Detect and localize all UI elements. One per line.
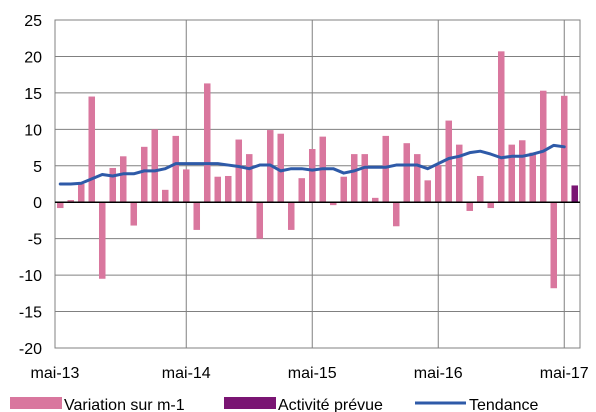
y-tick-label: 25 [24,13,42,30]
bar-variation [130,202,138,226]
bar-variation [560,95,568,203]
bar-variation [77,184,85,203]
bar-variation [182,169,190,203]
bar-variation [455,144,463,203]
bar-variation [203,83,211,203]
bar-variation [67,200,75,203]
y-tick-label: -20 [19,341,42,358]
bar-variation [98,202,106,279]
bar-variation [109,167,117,203]
bar-variation [151,129,159,203]
bar-variation [371,197,379,203]
x-tick-label: mai-14 [162,365,211,382]
bar-variation [287,202,295,230]
bar-variation [476,175,484,203]
y-tick-label: 10 [24,122,42,139]
bar-variation [497,51,505,203]
legend-label-activite: Activité prévue [278,397,383,412]
legend-swatch-activite [224,397,276,409]
trend-line-series [58,143,566,186]
bar-variation [161,189,169,203]
y-tick-label: 20 [24,49,42,66]
bar-variation [403,143,411,203]
bar-variation [245,154,253,203]
bar-variation [140,146,148,203]
y-tick-label: 15 [24,86,42,103]
bar-variation [235,139,243,203]
bar-variation [224,175,232,203]
bar-variation [508,144,516,203]
bar-variation [277,133,285,203]
bar-variation [434,165,442,203]
bar-variation [329,202,337,206]
axes [54,19,581,349]
x-tick-label: mai-17 [540,365,589,382]
bar-variation [298,178,306,203]
bar-variation [382,135,390,203]
x-tick-label: mai-16 [414,365,463,382]
bar-variation [193,202,201,230]
y-axis-tick-labels: 25 20 15 10 5 0 -5 -10 -15 -20 [19,13,42,358]
y-tick-label: 0 [33,195,42,212]
legend: Variation sur m-1 Activité prévue Tendan… [10,397,538,412]
y-tick-label: -10 [19,268,42,285]
bar-variation [466,202,474,211]
y-tick-label: -5 [28,232,42,249]
bar-variation [392,202,400,227]
bar-variation [529,152,537,203]
bar-variation [424,180,432,203]
bar-variation [445,120,453,203]
bar-variation [350,154,358,203]
x-tick-label: mai-13 [31,365,80,382]
bar-variation [518,140,526,203]
plot-frame [54,19,581,349]
bar-variation [56,202,64,209]
bar-variation [487,202,495,209]
x-tick-label: mai-15 [288,365,337,382]
bar-variation [119,156,127,203]
y-tick-label: -15 [19,305,42,322]
bar-variation [88,96,96,203]
bar-variation [172,135,180,203]
bar-variation [361,154,369,203]
legend-label-tendance: Tendance [469,397,538,412]
bar-variation [550,202,558,289]
bar-variation [413,154,421,203]
legend-label-variation: Variation sur m-1 [64,397,185,412]
bar-variation [539,90,547,203]
bar-variation [308,149,316,203]
bar-variation [340,176,348,203]
legend-swatch-variation [10,397,62,409]
bar-activite-prevue [571,185,579,203]
y-tick-label: 5 [33,159,42,176]
x-axis-tick-labels: mai-13 mai-14 mai-15 mai-16 mai-17 [31,365,589,382]
trend-line [58,143,566,186]
bar-variation [256,202,264,239]
bar-variation [214,176,222,203]
